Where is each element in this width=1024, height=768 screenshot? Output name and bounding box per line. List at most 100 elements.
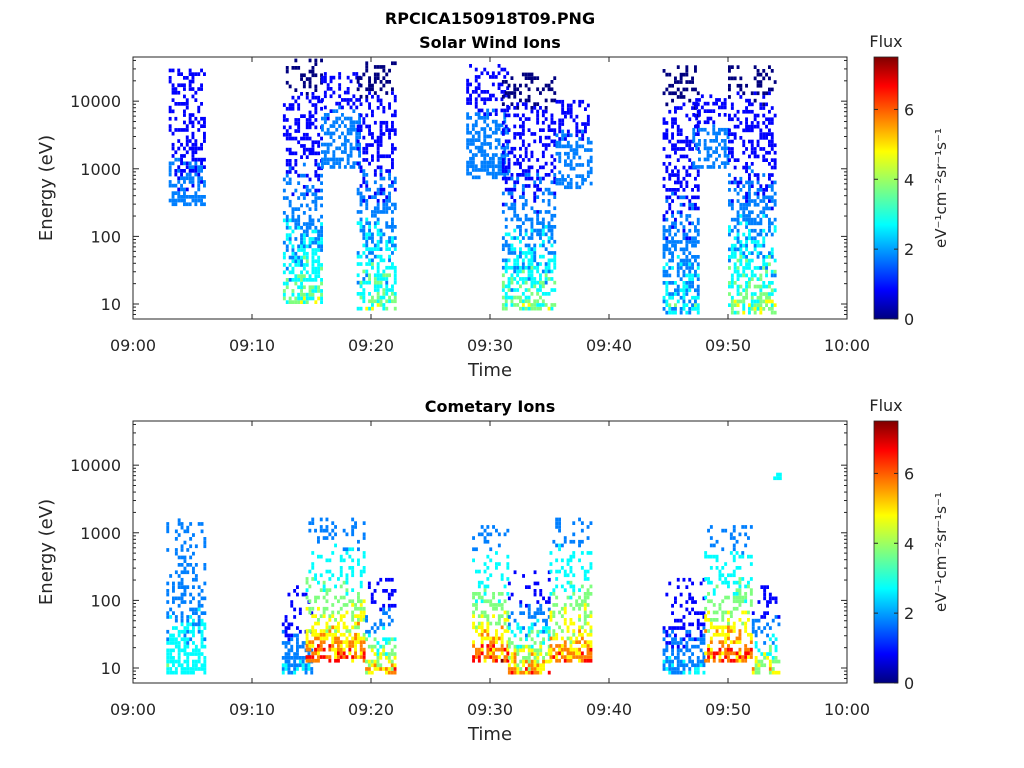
heatmap-cell [696,102,700,107]
heatmap-cell [296,633,299,638]
heatmap-cell [203,131,206,136]
heatmap-cell [676,269,680,274]
heatmap-cell [735,606,739,611]
heatmap-cell [285,181,289,185]
heatmap-cell [501,161,505,166]
heatmap-cell [282,289,286,293]
heatmap-cell [525,656,528,660]
heatmap-cell [682,95,686,99]
heatmap-cell [471,153,475,157]
heatmap-cell [721,658,725,663]
heatmap-cell [351,558,355,563]
heatmap-cell [524,117,528,121]
heatmap-cell [469,82,472,87]
heatmap-cell [763,611,767,615]
heatmap-cell [555,517,559,522]
heatmap-cell [541,120,545,125]
heatmap-cell [773,217,777,222]
heatmap-cell [544,106,548,110]
heatmap-cell [507,139,511,144]
heatmap-cell [519,98,522,103]
heatmap-cell [305,147,309,152]
heatmap-cell [287,670,291,675]
heatmap-cell [519,173,522,177]
heatmap-cell [718,153,721,158]
heatmap-cell [290,663,294,668]
heatmap-cell [544,277,548,281]
heatmap-cell [733,299,737,304]
heatmap-cell [285,69,289,74]
heatmap-cell [185,124,189,128]
heatmap-cell [296,667,299,671]
heatmap-cell [474,138,478,142]
heatmap-cell [671,266,674,270]
heatmap-cell [385,199,389,203]
heatmap-cell [285,132,289,137]
heatmap-cell [674,600,677,604]
heatmap-cell [307,663,311,668]
heatmap-cell [506,618,510,622]
heatmap-cell [337,625,340,630]
heatmap-cell [733,165,737,170]
heatmap-cell [674,626,677,630]
heatmap-cell [373,221,377,225]
heatmap-cell [682,273,686,278]
heatmap-cell [393,247,397,251]
heatmap-cell [191,176,195,181]
heatmap-cell [750,91,754,96]
heatmap-cell [497,647,501,652]
heatmap-cell [302,211,306,215]
heatmap-cell [186,652,190,656]
heatmap-cell [733,303,737,307]
heatmap-cell [172,656,175,660]
heatmap-cell [376,76,380,80]
heatmap-cell [320,266,323,271]
heatmap-cell [373,243,377,248]
heatmap-cell [486,621,490,626]
heatmap-cell [560,566,564,570]
heatmap-cell [391,120,394,125]
heatmap-cell [770,87,774,92]
heatmap-cell [704,651,708,656]
heatmap-cell [742,255,746,259]
heatmap-cell [376,143,380,147]
heatmap-cell [665,303,669,307]
heatmap-cell [703,120,707,125]
heatmap-cell [759,217,763,222]
heatmap-cell [379,236,383,240]
heatmap-cell [685,284,689,289]
heatmap-cell [709,566,713,570]
heatmap-cell [169,633,173,638]
heatmap-cell [745,206,748,211]
heatmap-cell [371,232,374,237]
heatmap-cell [288,84,292,89]
heatmap-cell [331,614,335,618]
heatmap-cell [501,273,505,278]
heatmap-cell [539,254,542,259]
heatmap-cell [483,592,487,596]
heatmap-cell [702,641,706,645]
heatmap-cell [665,299,669,304]
heatmap-cell [688,80,692,84]
heatmap-cell [339,618,343,622]
heatmap-cell [581,163,585,167]
heatmap-cell [730,277,734,281]
heatmap-cell [521,184,525,188]
heatmap-cell [477,625,481,630]
heatmap-cell [586,655,590,659]
heatmap-cell [287,641,291,645]
heatmap-cell [550,154,554,159]
heatmap-cell [317,259,321,264]
heatmap-cell [668,303,672,307]
heatmap-cell [542,618,545,623]
heatmap-cell [665,284,669,289]
heatmap-cell [359,569,363,574]
heatmap-cell [770,247,774,252]
heatmap-cell [322,636,326,641]
heatmap-cell [522,659,525,664]
heatmap-cell [311,562,315,566]
heatmap-cell [489,160,492,165]
heatmap-cell [387,637,391,642]
heatmap-cell [778,476,782,481]
heatmap-cell [483,130,487,135]
